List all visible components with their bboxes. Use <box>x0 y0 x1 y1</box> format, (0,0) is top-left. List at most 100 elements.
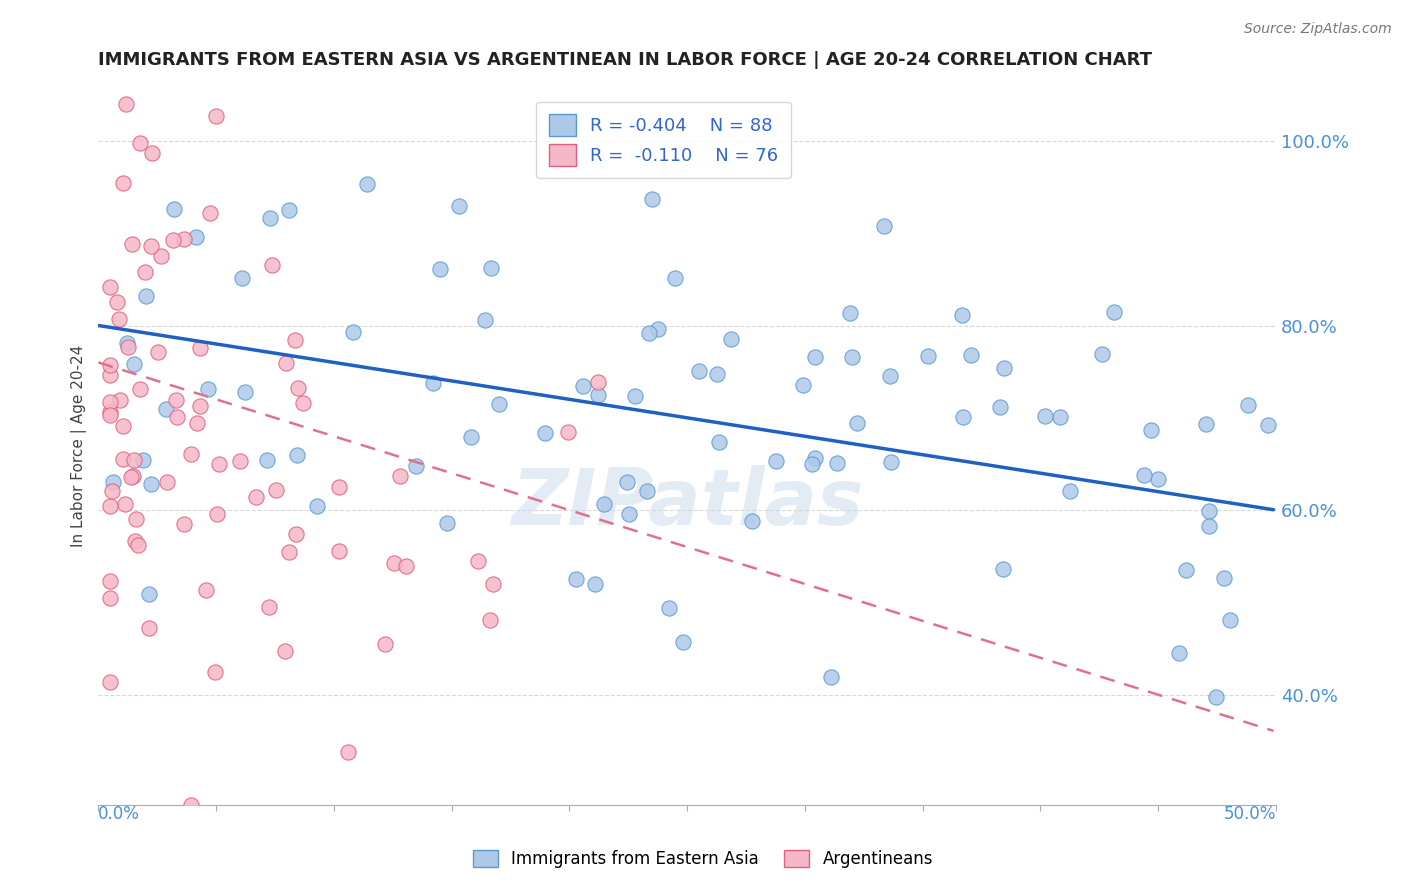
Point <box>107 312 129 326</box>
Point <box>245 490 267 504</box>
Point <box>150 249 173 263</box>
Point <box>305 499 328 513</box>
Text: ZIPatlas: ZIPatlas <box>510 465 863 541</box>
Point <box>284 333 307 347</box>
Point <box>328 480 350 494</box>
Point <box>266 483 288 498</box>
Legend: R = -0.404    N = 88, R =  -0.110    N = 76: R = -0.404 N = 88, R = -0.110 N = 76 <box>536 102 792 178</box>
Point <box>184 229 207 244</box>
Point <box>636 484 658 499</box>
Point <box>188 399 211 413</box>
Point <box>1212 571 1234 585</box>
Point <box>405 458 427 473</box>
Point <box>259 211 281 225</box>
Point <box>624 389 647 403</box>
Point <box>101 475 124 490</box>
Text: 0.0%: 0.0% <box>98 805 141 823</box>
Point <box>1174 563 1197 577</box>
Point <box>1140 423 1163 437</box>
Point <box>879 369 901 384</box>
Point <box>98 409 121 423</box>
Point <box>880 455 903 469</box>
Point <box>478 613 501 627</box>
Point <box>285 448 308 462</box>
Point <box>98 395 121 409</box>
Point <box>190 341 212 355</box>
Legend: Immigrants from Eastern Asia, Argentineans: Immigrants from Eastern Asia, Argentinea… <box>467 843 939 875</box>
Point <box>825 456 848 470</box>
Point <box>111 418 134 433</box>
Point <box>98 591 121 605</box>
Point <box>374 637 396 651</box>
Point <box>124 357 146 371</box>
Point <box>741 514 763 528</box>
Point <box>101 483 124 498</box>
Point <box>98 358 121 372</box>
Point <box>1033 409 1056 423</box>
Point <box>114 497 136 511</box>
Point <box>388 468 411 483</box>
Point <box>1195 417 1218 432</box>
Point <box>449 199 471 213</box>
Point <box>229 454 252 468</box>
Point <box>534 425 557 440</box>
Point <box>638 326 661 341</box>
Point <box>586 376 609 390</box>
Point <box>572 379 595 393</box>
Point <box>336 745 359 759</box>
Point <box>127 538 149 552</box>
Point <box>287 381 309 395</box>
Point <box>163 202 186 216</box>
Point <box>285 526 308 541</box>
Point <box>820 670 842 684</box>
Point <box>488 397 510 411</box>
Point <box>122 452 145 467</box>
Point <box>260 258 283 272</box>
Point <box>616 475 638 489</box>
Point <box>586 388 609 402</box>
Point <box>98 280 121 294</box>
Point <box>1168 646 1191 660</box>
Point <box>180 798 202 813</box>
Point <box>658 600 681 615</box>
Point <box>180 447 202 461</box>
Point <box>429 261 451 276</box>
Point <box>139 239 162 253</box>
Point <box>342 325 364 339</box>
Point <box>134 265 156 279</box>
Point <box>156 475 179 489</box>
Point <box>1205 690 1227 704</box>
Point <box>131 453 153 467</box>
Point <box>235 384 257 399</box>
Point <box>1257 418 1279 433</box>
Point <box>641 193 664 207</box>
Point <box>114 97 136 112</box>
Point <box>162 234 184 248</box>
Y-axis label: In Labor Force | Age 20-24: In Labor Force | Age 20-24 <box>72 344 87 547</box>
Point <box>111 176 134 190</box>
Point <box>467 554 489 568</box>
Point <box>98 368 121 383</box>
Point <box>124 534 146 549</box>
Point <box>672 635 695 649</box>
Point <box>259 599 281 614</box>
Point <box>111 451 134 466</box>
Point <box>195 583 218 598</box>
Point <box>135 289 157 303</box>
Point <box>128 136 150 150</box>
Point <box>841 351 863 365</box>
Point <box>988 400 1011 414</box>
Text: Source: ZipAtlas.com: Source: ZipAtlas.com <box>1244 22 1392 37</box>
Point <box>125 512 148 526</box>
Point <box>479 261 502 276</box>
Point <box>117 340 139 354</box>
Point <box>804 350 827 364</box>
Text: 50.0%: 50.0% <box>1223 805 1277 823</box>
Point <box>804 450 827 465</box>
Point <box>991 562 1014 576</box>
Point <box>993 361 1015 376</box>
Point <box>204 665 226 680</box>
Point <box>382 556 405 570</box>
Point <box>98 574 121 588</box>
Point <box>278 544 301 558</box>
